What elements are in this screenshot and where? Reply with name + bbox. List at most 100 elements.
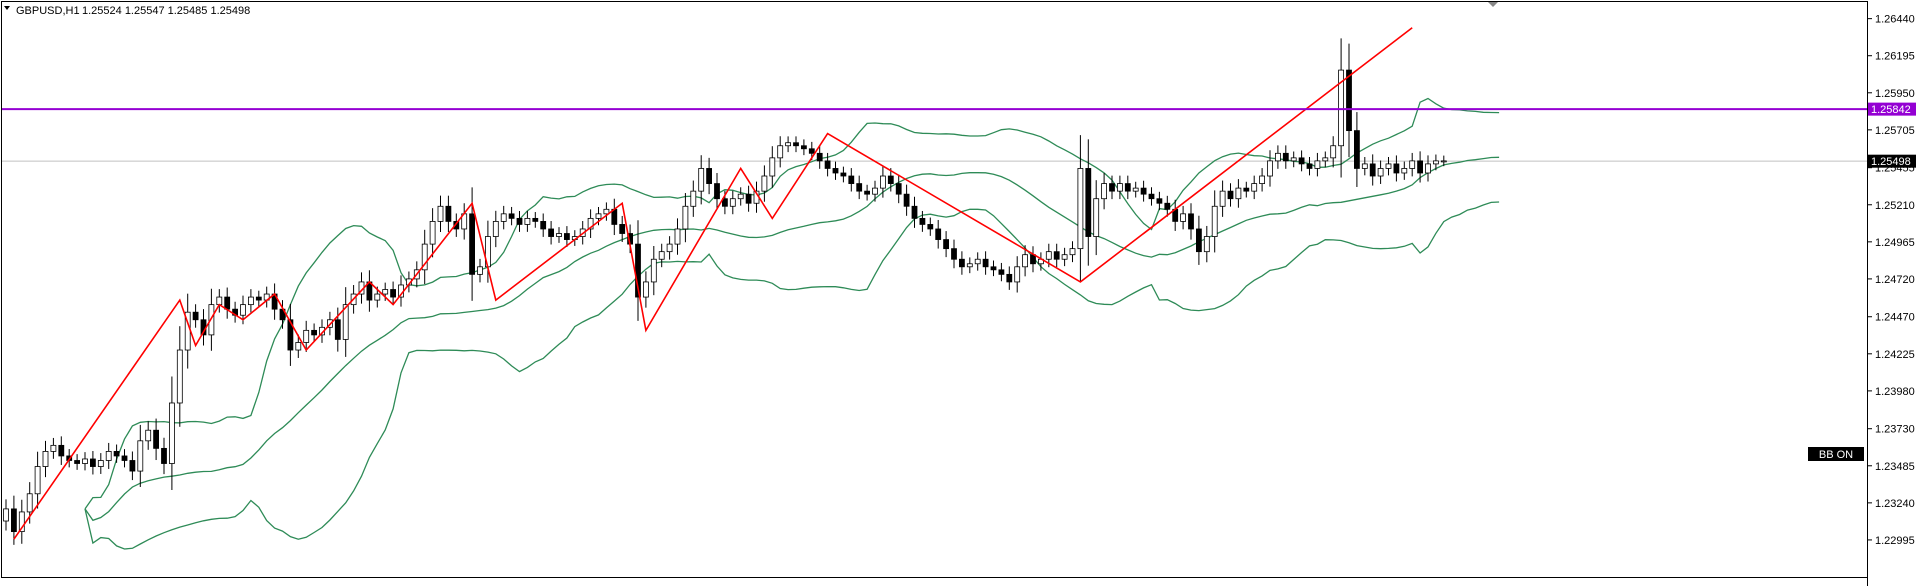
candle-body xyxy=(1045,251,1052,260)
candle-body xyxy=(729,198,736,207)
candle-body xyxy=(722,198,728,207)
candle-body xyxy=(737,193,744,200)
candle-body xyxy=(1393,163,1400,174)
candle-body xyxy=(769,157,776,177)
candle-body xyxy=(390,289,397,298)
candle-body xyxy=(1219,190,1226,207)
candle-body xyxy=(595,213,602,219)
candle-body xyxy=(1282,152,1289,162)
candle-body xyxy=(1014,266,1021,283)
candle-body xyxy=(706,168,712,184)
price-tick-label: 1.24965 xyxy=(1875,237,1915,249)
candle-body xyxy=(959,258,965,268)
candle-body xyxy=(698,168,705,192)
candle-body xyxy=(445,205,452,222)
candle-body xyxy=(240,304,246,316)
candle-body xyxy=(453,221,460,230)
candle-body xyxy=(1440,160,1447,163)
candle-body xyxy=(469,213,476,275)
candle-body xyxy=(90,458,96,467)
candle-body xyxy=(714,183,720,200)
candle-body xyxy=(1354,130,1360,169)
bid-price-badge xyxy=(1868,154,1916,168)
candle-body xyxy=(816,152,823,162)
price-tick-label: 1.23980 xyxy=(1875,386,1915,398)
candle-body xyxy=(587,217,594,230)
bollinger-bands xyxy=(84,97,1500,550)
candle-body xyxy=(500,213,507,222)
candle-body xyxy=(895,183,902,195)
candle-body xyxy=(1180,213,1186,222)
candle-body xyxy=(192,311,199,321)
zigzag-line xyxy=(13,27,1413,540)
price-tick-label: 1.26440 xyxy=(1875,14,1915,26)
candle-body xyxy=(1369,163,1376,177)
candle-body xyxy=(840,172,847,177)
candle-body xyxy=(777,145,784,159)
candle-body xyxy=(1085,168,1092,237)
candle-body xyxy=(1164,202,1171,210)
bollinger-middle-band xyxy=(84,156,1500,522)
candle-body xyxy=(761,175,768,192)
candle-body xyxy=(919,217,926,225)
candle-body xyxy=(745,193,752,204)
price-tick-label: 1.24720 xyxy=(1875,274,1915,286)
candle-body xyxy=(477,266,483,275)
candle-body xyxy=(951,248,957,260)
candle-body xyxy=(540,221,547,230)
candle-body xyxy=(1188,213,1194,230)
candle-body xyxy=(1117,183,1123,192)
candle-body xyxy=(1290,157,1297,162)
candle-body xyxy=(334,319,341,340)
price-tick-label: 1.25210 xyxy=(1875,200,1915,212)
chart-menu-triangle-icon[interactable] xyxy=(4,6,10,10)
chart-shift-marker-icon[interactable] xyxy=(1488,2,1498,7)
candle-body xyxy=(808,148,815,154)
candle-body xyxy=(1259,175,1265,184)
candle-body xyxy=(437,205,444,222)
bid-price-label: 1.25498 xyxy=(1871,156,1911,168)
horizontal-lines: 1.25842 1.25498 xyxy=(2,102,1916,168)
candle-body xyxy=(105,451,112,461)
candle-body xyxy=(168,402,175,464)
candle-body xyxy=(1093,198,1100,237)
candle-body xyxy=(97,460,104,467)
candle-body xyxy=(832,168,839,174)
candle-body xyxy=(1227,190,1234,200)
candle-body xyxy=(1361,163,1368,169)
candle-body xyxy=(26,493,33,513)
candle-body xyxy=(161,447,167,464)
candle-body xyxy=(303,329,310,343)
candle-body xyxy=(382,289,389,295)
candle-body xyxy=(1243,187,1250,192)
price-tick-label: 1.23730 xyxy=(1875,424,1915,436)
candle-body xyxy=(216,296,223,306)
candle-body xyxy=(1140,187,1147,195)
candle-body xyxy=(1069,248,1076,256)
candle-body xyxy=(548,228,554,237)
candle-body xyxy=(880,175,886,189)
price-tick-label: 1.22995 xyxy=(1875,535,1915,547)
price-axis-ticks: 1.264401.261951.259501.257051.254551.252… xyxy=(1867,14,1915,547)
candle-body xyxy=(927,224,934,230)
symbol-label: GBPUSD,H1 xyxy=(16,5,80,17)
candle-body xyxy=(1298,157,1305,165)
bb-status-badge-bg xyxy=(1808,447,1864,461)
candle-body xyxy=(903,193,910,207)
candle-body xyxy=(1433,160,1439,165)
candle-body xyxy=(1322,157,1329,162)
candle-body xyxy=(982,258,989,268)
candle-body xyxy=(1053,251,1060,260)
candle-body xyxy=(295,342,302,351)
price-tick-label: 1.24225 xyxy=(1875,349,1915,361)
candle-body xyxy=(255,296,262,301)
candle-body xyxy=(113,451,120,457)
candle-body xyxy=(674,228,681,245)
candle-body xyxy=(1338,69,1344,147)
candle-body xyxy=(1275,152,1281,162)
candle-body xyxy=(785,142,791,147)
candle-body xyxy=(492,221,499,237)
